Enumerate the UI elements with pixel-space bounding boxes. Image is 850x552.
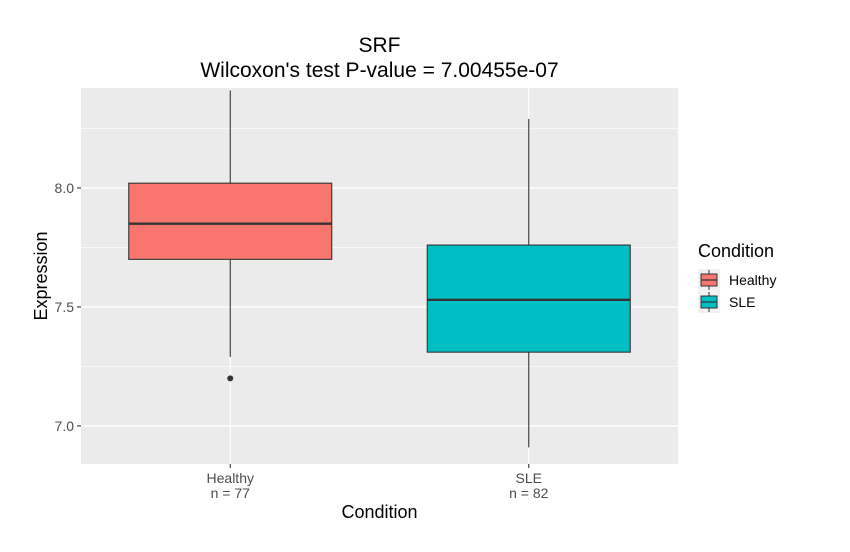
x-axis-title: Condition [341, 502, 417, 522]
x-tick-count-label: n = 82 [509, 485, 549, 501]
chart-subtitle: Wilcoxon's test P-value = 7.00455e-07 [200, 59, 558, 82]
chart-title: SRF [359, 34, 401, 57]
legend: Condition Healthy SLE [698, 241, 776, 313]
legend-title: Condition [698, 241, 774, 261]
legend-item-healthy: Healthy [698, 269, 776, 291]
box-sle [426, 118, 631, 448]
y-axis-title: Expression [31, 231, 51, 320]
box-healthy [128, 90, 333, 382]
y-tick-label: 7.0 [55, 418, 75, 434]
boxes-group [128, 90, 631, 448]
x-tick-count-label: n = 77 [211, 485, 251, 501]
x-tick-label: Healthy [207, 470, 254, 486]
y-tick-label: 7.5 [55, 299, 75, 315]
y-axis: 7.0 7.5 8.0 [55, 180, 81, 434]
x-tick-label: SLE [516, 470, 542, 486]
outlier-point [227, 375, 234, 382]
legend-label: Healthy [729, 272, 776, 288]
y-tick-label: 8.0 [55, 180, 75, 196]
box-iqr [128, 182, 333, 260]
legend-label: SLE [729, 294, 755, 310]
legend-item-sle: SLE [698, 291, 755, 313]
